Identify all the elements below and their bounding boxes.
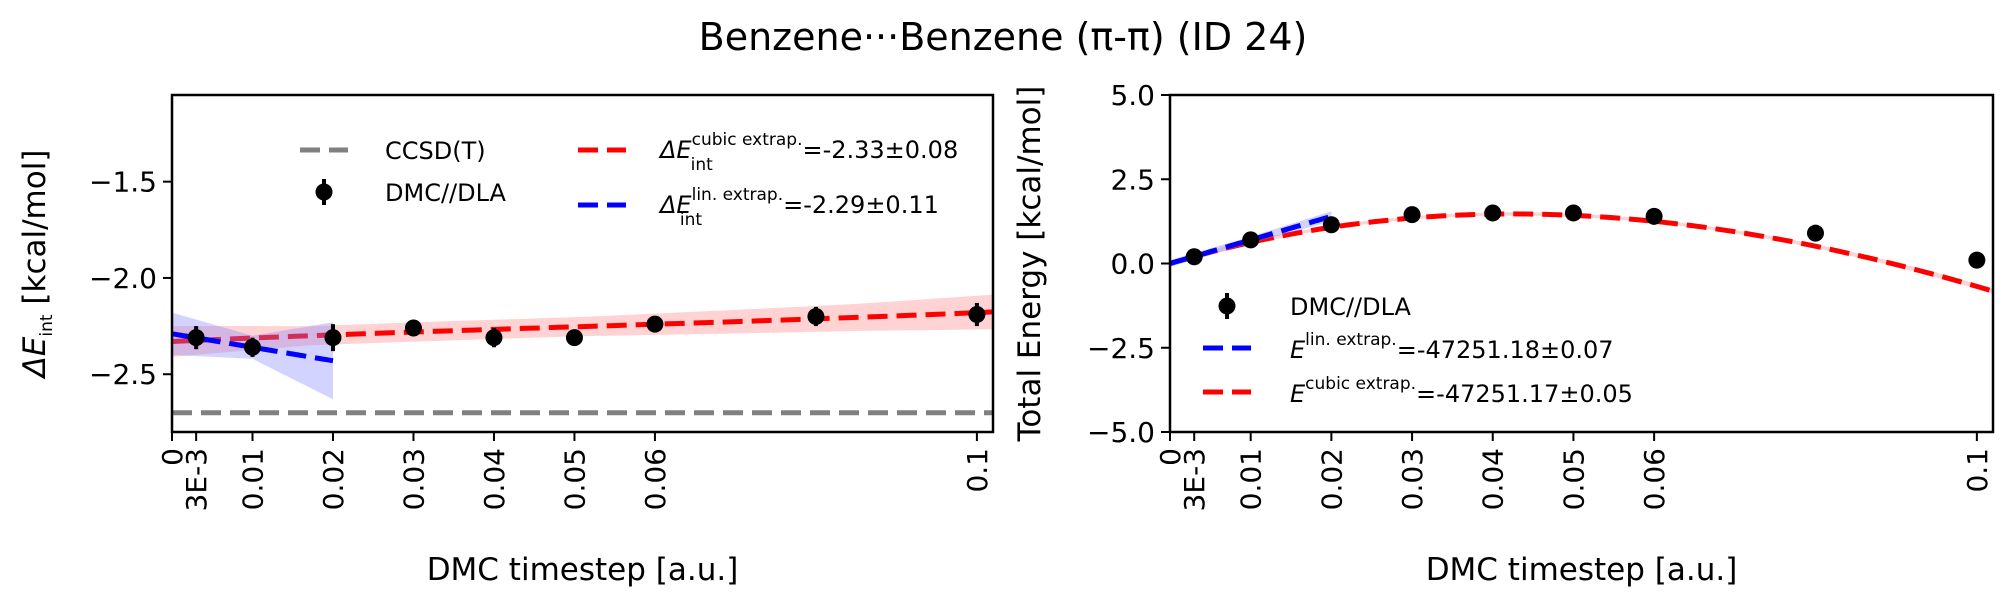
- x-axis-label: DMC timestep [a.u.]: [1426, 552, 1738, 588]
- data-point: [1242, 231, 1260, 249]
- legend-dmc-marker: [1218, 297, 1236, 315]
- y-tick-label: 0.0: [1110, 248, 1155, 281]
- data-point: [243, 338, 261, 356]
- x-axis-label: DMC timestep [a.u.]: [427, 552, 739, 588]
- axes-frame: [170, 93, 995, 434]
- total-energy-panel: 03E-3 0.01 0.02 0.03 0.04 0.05 0.06 0.1 5.0 2.5 0.…: [1012, 79, 1995, 588]
- y-axis-label: ΔEint [kcal/mol]: [17, 150, 57, 380]
- x-tick-label: 0.04: [478, 448, 511, 510]
- data-point: [1564, 204, 1582, 222]
- data-point: [1185, 248, 1203, 266]
- x-tick-label: 3E-3: [180, 448, 213, 511]
- x-tick-label: 0.01: [236, 448, 269, 510]
- data-point: [1645, 207, 1663, 225]
- x-tick-label: 0.06: [1638, 448, 1671, 510]
- plot-area: [172, 294, 993, 416]
- legend-linear-label: Elin. extrap.=-47251.18±0.07: [1290, 330, 1614, 364]
- data-point: [646, 315, 664, 333]
- y-tick-label: −5.0: [1087, 416, 1155, 449]
- x-tick-label: 0.06: [639, 448, 672, 510]
- legend-cubic-label: ΔEcubic extrap. int =-2.33±0.08: [658, 130, 958, 175]
- legend-ccsdt-label: CCSD(T): [385, 137, 486, 165]
- data-point: [1806, 224, 1824, 242]
- cubic-fit-line: [1170, 211, 1993, 294]
- data-point: [404, 319, 422, 337]
- data-point: [1968, 251, 1986, 269]
- data-point: [485, 329, 503, 347]
- data-point: [324, 329, 342, 347]
- legend: DMC//DLA Elin. extrap.=-47251.18±0.07 Ecub…: [1203, 293, 1633, 408]
- legend-linear-label: ΔElin. extrap. int =-2.29±0.11: [658, 185, 939, 230]
- data-point: [1403, 206, 1421, 224]
- cubic-fit-line: [172, 309, 993, 344]
- x-tick-label: 0: [1154, 448, 1187, 466]
- x-tick-label: 0.02: [317, 448, 350, 510]
- x-tick-label: 0.1: [961, 448, 994, 493]
- legend-dmc-label: DMC//DLA: [385, 179, 507, 207]
- data-point: [968, 306, 986, 324]
- legend-cubic-label: Ecubic extrap.=-47251.17±0.05: [1290, 374, 1633, 408]
- x-tick-label: 0.02: [1315, 448, 1348, 510]
- x-tick-label: 0.1: [1961, 448, 1994, 493]
- y-tick-label: −1.5: [89, 166, 157, 199]
- y-tick-label: −2.5: [1087, 332, 1155, 365]
- figure-title: Benzene···Benzene (π-π) (ID 24): [699, 15, 1308, 59]
- data-point: [187, 329, 205, 347]
- plot-area: [1170, 204, 1993, 294]
- x-tick-label: 0.05: [1557, 448, 1590, 510]
- y-tick-label: 5.0: [1110, 79, 1155, 112]
- x-tick-label: 3E-3: [1178, 448, 1211, 511]
- data-point: [565, 329, 583, 347]
- x-tick-label: 0.03: [1396, 448, 1429, 510]
- x-tick-label: 0.01: [1235, 448, 1268, 510]
- x-tick-label: 0.04: [1477, 448, 1510, 510]
- interaction-energy-panel: 03E-3 0.01 0.02 0.03 0.04 0.05 0.06 0.1 −1.5 −2.0…: [17, 93, 995, 588]
- legend-dmc-label: DMC//DLA: [1290, 293, 1412, 321]
- data-point: [1484, 204, 1502, 222]
- x-tick-label: 0.05: [558, 448, 591, 510]
- data-point: [807, 307, 825, 325]
- data-point: [1322, 216, 1340, 234]
- y-tick-label: 2.5: [1110, 163, 1155, 196]
- x-tick-label: 0: [156, 448, 189, 466]
- legend-dmc-marker: [315, 183, 333, 201]
- y-tick-label: −2.5: [89, 358, 157, 391]
- y-tick-label: −2.0: [89, 262, 157, 295]
- legend: CCSD(T) DMC//DLA ΔEcubic extrap. int =-2.33…: [300, 130, 958, 230]
- y-axis-label: Total Energy [kcal/mol]: [1012, 86, 1048, 443]
- x-tick-label: 0.03: [397, 448, 430, 510]
